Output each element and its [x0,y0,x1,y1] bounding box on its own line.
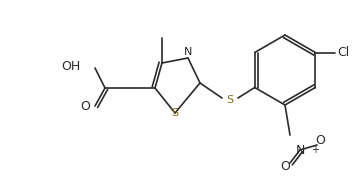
Text: OH: OH [62,59,81,72]
Text: S: S [227,95,233,105]
Text: O: O [315,134,325,146]
Text: N: N [295,143,305,156]
Text: O: O [80,100,90,112]
Text: N: N [184,47,192,57]
Text: +: + [311,145,319,155]
Text: Cl: Cl [337,46,349,59]
Text: S: S [171,108,179,118]
Text: O: O [280,161,290,174]
